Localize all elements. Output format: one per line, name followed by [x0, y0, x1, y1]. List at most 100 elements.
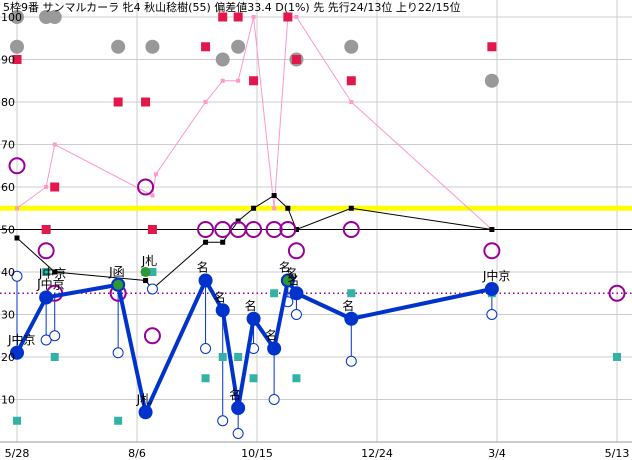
- main-point: [39, 290, 54, 305]
- y-tick-label: 100: [1, 11, 22, 24]
- y-tick-label: 20: [1, 351, 15, 364]
- gray-point: [344, 39, 359, 54]
- gray-point: [231, 39, 246, 54]
- red-point: [283, 12, 293, 22]
- main-point-label: 名: [287, 272, 299, 287]
- low-point: [268, 394, 280, 405]
- main-point-label: 名: [342, 298, 354, 313]
- purple-ring: [279, 221, 297, 238]
- black-point: [203, 239, 209, 245]
- main-point: [198, 273, 213, 288]
- x-tick-label: 3/4: [488, 447, 506, 460]
- teal-point: [50, 353, 59, 361]
- low-point: [290, 309, 302, 320]
- purple-ring: [245, 221, 263, 238]
- x-tick-label: 5/13: [605, 447, 630, 460]
- low-point: [200, 343, 212, 354]
- pink-point: [349, 100, 354, 104]
- main-point-label: 名: [229, 387, 241, 402]
- green-point: [282, 275, 293, 286]
- x-tick-label: 12/24: [361, 447, 393, 460]
- red-point: [346, 76, 356, 86]
- teal-point: [234, 353, 243, 361]
- y-tick-label: 10: [1, 394, 15, 407]
- y-axis: 10 20 30 40 50 60 70 80 90 100: [1, 11, 22, 407]
- main-point-label: J中京: [7, 332, 36, 347]
- red-point: [249, 76, 259, 86]
- purple-ring: [8, 157, 26, 175]
- low-point: [232, 428, 244, 439]
- low-point: [112, 347, 124, 359]
- purple-ring: [137, 178, 155, 196]
- main-point-label: 名: [245, 298, 257, 313]
- red-point: [12, 55, 22, 64]
- teal-point: [148, 268, 157, 276]
- gray-point: [215, 52, 230, 67]
- red-point: [487, 42, 497, 52]
- y-tick-label: 70: [1, 139, 15, 152]
- red-point: [147, 225, 157, 234]
- gray-point: [145, 39, 160, 54]
- black-point: [14, 235, 20, 241]
- main-point-label: J中京: [38, 266, 67, 281]
- black-point: [271, 193, 277, 198]
- gray-point: [10, 39, 24, 54]
- teal-point: [347, 289, 356, 298]
- main-point-label: J札: [141, 254, 158, 268]
- black-point: [285, 205, 291, 211]
- low-point: [217, 415, 229, 427]
- main-point: [267, 341, 282, 356]
- main-point-label: 名: [286, 266, 298, 281]
- teal-point: [270, 289, 279, 298]
- purple-ring: [342, 221, 360, 238]
- purple-ring: [483, 242, 501, 260]
- gray-point: [10, 10, 24, 24]
- purple-ring: [197, 221, 215, 238]
- grid: [0, 0, 632, 442]
- main-point-label: 名: [265, 328, 277, 343]
- teal-point: [613, 353, 621, 361]
- pink-point: [44, 185, 49, 189]
- red-point: [291, 55, 301, 64]
- red-point: [233, 12, 243, 22]
- low-point: [11, 270, 23, 282]
- green-point: [113, 279, 124, 290]
- main-point-label: 名: [214, 289, 226, 304]
- main-point-label: 名: [197, 260, 209, 275]
- teal-point: [292, 374, 301, 383]
- main-point: [484, 282, 499, 296]
- teal-point: [42, 268, 51, 276]
- low-point: [49, 330, 61, 342]
- pink-point: [272, 206, 277, 211]
- black-point: [220, 239, 226, 245]
- main-point: [138, 405, 153, 420]
- main-point-label: J札: [136, 392, 153, 406]
- teal-point: [249, 374, 258, 383]
- teal-point: [201, 374, 210, 383]
- pink-point: [203, 100, 208, 104]
- low-point: [146, 283, 158, 295]
- main-point: [289, 286, 304, 301]
- purple-ring: [37, 242, 55, 260]
- x-tick-label: 5/28: [5, 447, 30, 460]
- y-tick-label: 80: [1, 96, 15, 109]
- purple-ring: [143, 327, 161, 345]
- teal-point: [114, 416, 123, 425]
- main-point-label: J中京: [36, 277, 65, 292]
- purple-ring: [265, 221, 283, 238]
- x-tick-label: 10/15: [241, 447, 273, 460]
- red-point: [50, 182, 60, 192]
- y-tick-label: 30: [1, 309, 15, 322]
- black-point: [293, 227, 299, 232]
- low-point: [345, 355, 357, 367]
- red-point: [218, 12, 228, 22]
- red-point: [41, 225, 51, 234]
- pink-point: [150, 193, 155, 198]
- pink-point: [236, 78, 241, 83]
- chart-title: 5枠9番 サンマルカーラ 牝4 秋山稔樹(55) 偏差値33.4 D(1%) 先…: [3, 0, 461, 14]
- low-point: [40, 334, 52, 346]
- pink-point: [52, 142, 57, 147]
- reference-lines: [0, 205, 632, 294]
